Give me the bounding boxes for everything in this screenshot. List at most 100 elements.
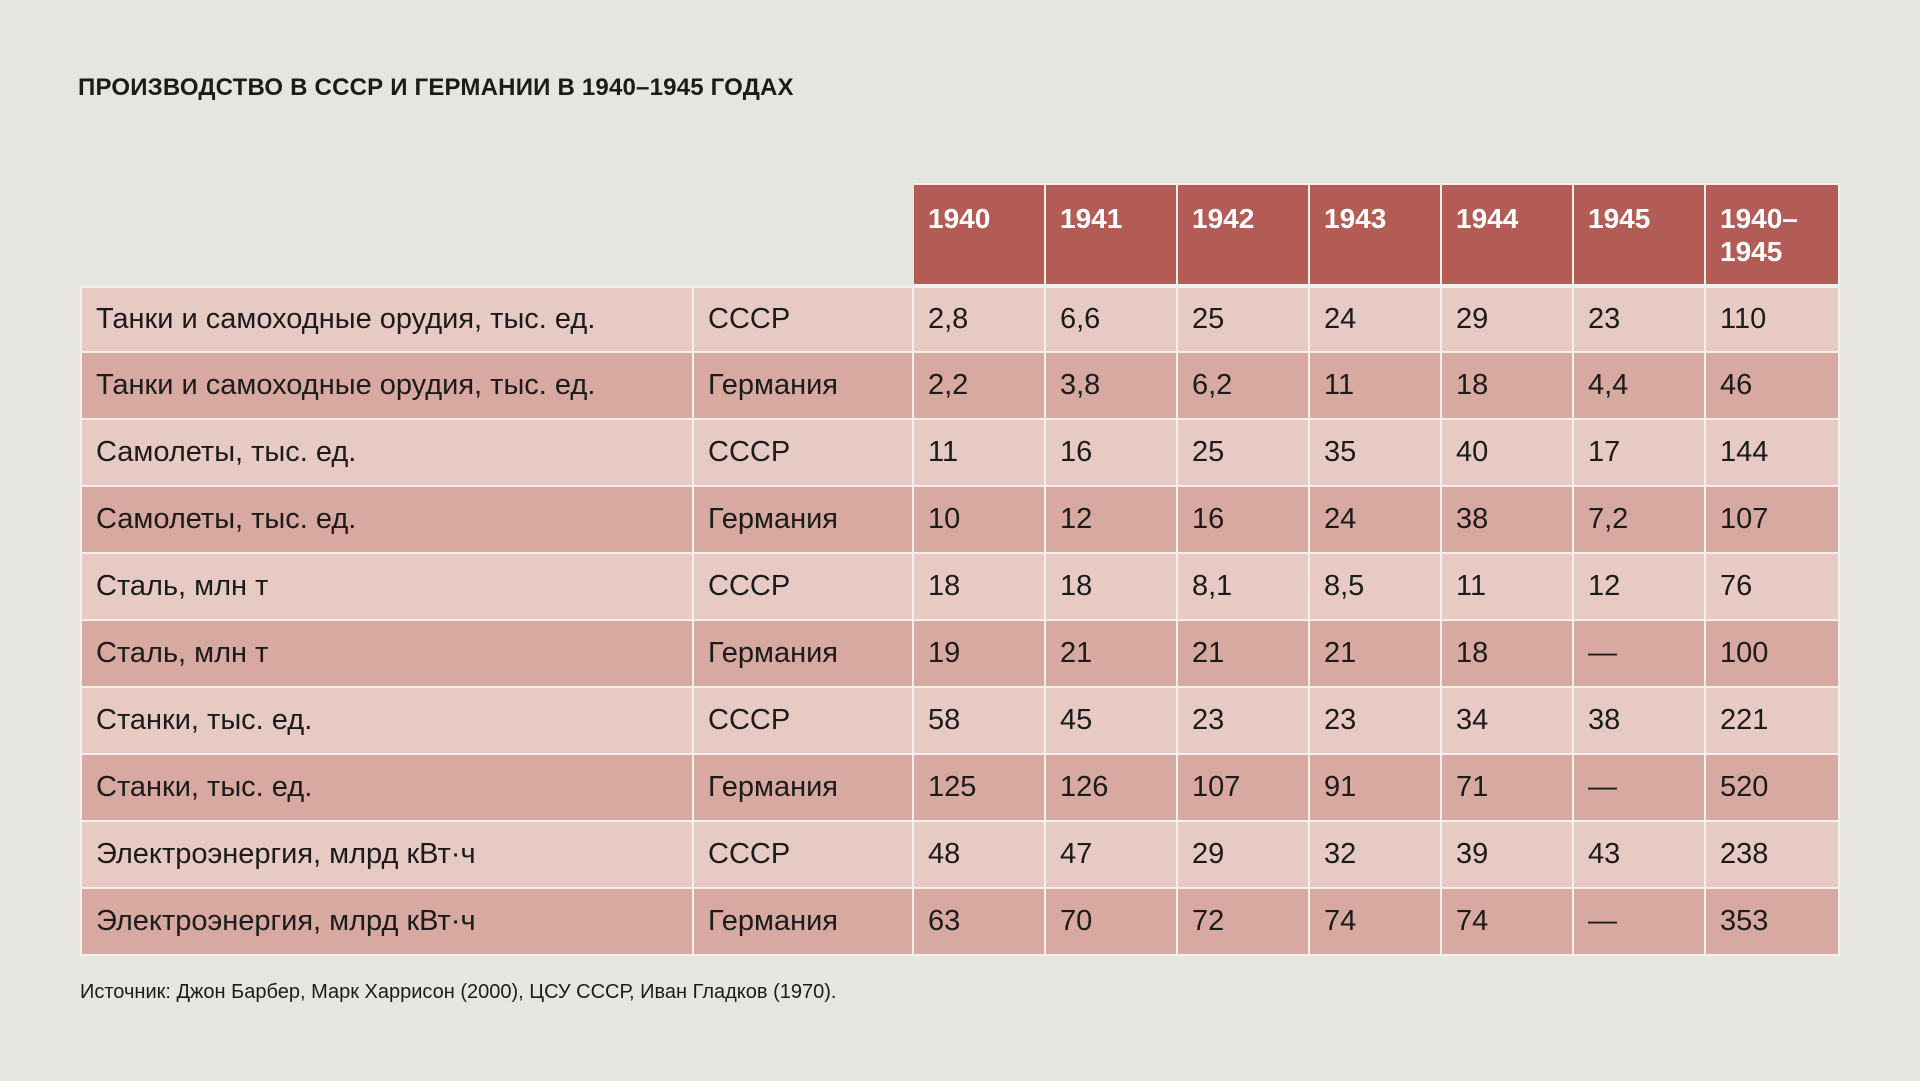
value-cell: 58 [914,688,1046,755]
indicator-cell: Самолеты, тыс. ед. [80,420,694,487]
value-cell: 29 [1178,822,1310,889]
value-cell: 125 [914,755,1046,822]
value-cell: 16 [1046,420,1178,487]
value-cell: 23 [1574,286,1706,353]
header-total-cell: 1940–1945 [1706,183,1840,286]
indicator-cell: Электроэнергия, млрд кВт·ч [80,889,694,956]
value-cell: 32 [1310,822,1442,889]
total-cell: 110 [1706,286,1840,353]
header-year-cell: 1944 [1442,183,1574,286]
indicator-cell: Танки и самоходные орудия, тыс. ед. [80,286,694,353]
value-cell: 19 [914,621,1046,688]
value-cell: 21 [1178,621,1310,688]
value-cell: 2,8 [914,286,1046,353]
table-header: 1940 1941 1942 1943 1944 1945 1940–1945 [80,183,1840,286]
value-cell: 18 [1442,353,1574,420]
value-cell: 34 [1442,688,1574,755]
value-cell: 18 [1046,554,1178,621]
value-cell: 12 [1046,487,1178,554]
value-cell: 12 [1574,554,1706,621]
value-cell: 72 [1178,889,1310,956]
country-cell: Германия [694,889,914,956]
value-cell: 74 [1442,889,1574,956]
table-row: Танки и самоходные орудия, тыс. ед. Герма… [80,353,1840,420]
indicator-cell: Самолеты, тыс. ед. [80,487,694,554]
table-row: Электроэнергия, млрд кВт·ч Германия 63 70 72… [80,889,1840,956]
value-cell: 38 [1574,688,1706,755]
table-row: Электроэнергия, млрд кВт·ч СССР 48 47 29 32 39… [80,822,1840,889]
value-cell: 11 [1310,353,1442,420]
header-year-cell: 1945 [1574,183,1706,286]
country-cell: Германия [694,487,914,554]
value-cell: 48 [914,822,1046,889]
table-row: Танки и самоходные орудия, тыс. ед. СССР 2… [80,286,1840,353]
value-cell: 70 [1046,889,1178,956]
indicator-cell: Станки, тыс. ед. [80,688,694,755]
value-cell: 6,6 [1046,286,1178,353]
total-cell: 46 [1706,353,1840,420]
value-cell: 3,8 [1046,353,1178,420]
value-cell: 18 [914,554,1046,621]
total-cell: 353 [1706,889,1840,956]
value-cell: 39 [1442,822,1574,889]
value-cell: 11 [1442,554,1574,621]
value-cell: 21 [1046,621,1178,688]
country-cell: СССР [694,420,914,487]
value-cell: 40 [1442,420,1574,487]
table-row: Самолеты, тыс. ед. Германия 10 12 16 24 38 7,2 1… [80,487,1840,554]
value-cell: 25 [1178,420,1310,487]
value-cell: 24 [1310,286,1442,353]
table-body: Танки и самоходные орудия, тыс. ед. СССР 2… [80,286,1840,956]
total-cell: 100 [1706,621,1840,688]
value-cell: 23 [1310,688,1442,755]
table-row: Станки, тыс. ед. Германия 125 126 107 91 71—52… [80,755,1840,822]
value-cell: 47 [1046,822,1178,889]
header-blank-cell [80,183,914,286]
value-cell: 7,2 [1574,487,1706,554]
total-cell: 76 [1706,554,1840,621]
value-cell: 38 [1442,487,1574,554]
value-cell: 35 [1310,420,1442,487]
table-row: Самолеты, тыс. ед. СССР 11 16 25 35 40 17 144 [80,420,1840,487]
total-cell: 520 [1706,755,1840,822]
total-cell: 107 [1706,487,1840,554]
value-cell: 4,4 [1574,353,1706,420]
country-cell: СССР [694,286,914,353]
source-note: Источник: Джон Барбер, Марк Харрисон (20… [80,981,837,1003]
total-cell: 221 [1706,688,1840,755]
value-cell: 2,2 [914,353,1046,420]
indicator-cell: Танки и самоходные орудия, тыс. ед. [80,353,694,420]
value-cell: 45 [1046,688,1178,755]
header-year-cell: 1943 [1310,183,1442,286]
value-cell: 29 [1442,286,1574,353]
value-cell: 74 [1310,889,1442,956]
table-row: Сталь, млн т СССР 18 18 8,1 8,5 11 12 76 [80,554,1840,621]
value-cell: 25 [1178,286,1310,353]
header-year-cell: 1940 [914,183,1046,286]
table-row: Сталь, млн т Германия 19 21 21 21 18—100 [80,621,1840,688]
value-cell: 71 [1442,755,1574,822]
value-cell: 126 [1046,755,1178,822]
value-cell: 107 [1178,755,1310,822]
value-cell: 8,1 [1178,554,1310,621]
header-year-cell: 1941 [1046,183,1178,286]
indicator-cell: Сталь, млн т [80,621,694,688]
value-cell: 91 [1310,755,1442,822]
indicator-cell: Станки, тыс. ед. [80,755,694,822]
value-cell: — [1574,621,1706,688]
country-cell: СССР [694,688,914,755]
value-cell: 23 [1178,688,1310,755]
table-row: Станки, тыс. ед. СССР 58 45 23 23 34 38 221 [80,688,1840,755]
indicator-cell: Сталь, млн т [80,554,694,621]
country-cell: Германия [694,353,914,420]
value-cell: 16 [1178,487,1310,554]
country-cell: Германия [694,755,914,822]
indicator-cell: Электроэнергия, млрд кВт·ч [80,822,694,889]
value-cell: 10 [914,487,1046,554]
header-row: 1940 1941 1942 1943 1944 1945 1940–1945 [80,183,1840,286]
country-cell: СССР [694,822,914,889]
value-cell: 6,2 [1178,353,1310,420]
value-cell: 11 [914,420,1046,487]
value-cell: 18 [1442,621,1574,688]
total-cell: 144 [1706,420,1840,487]
